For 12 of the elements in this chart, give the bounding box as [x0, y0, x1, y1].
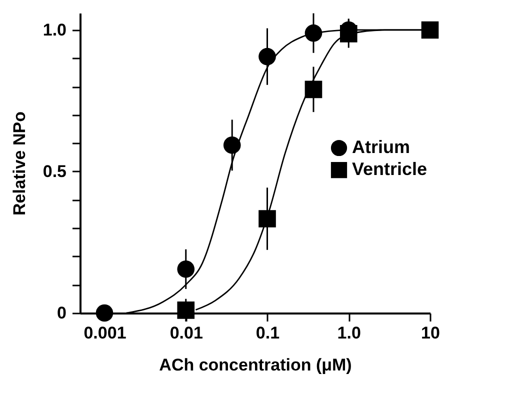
y-axis-title: Relative NPo [10, 112, 29, 216]
y-tick-label: 0.5 [42, 162, 66, 181]
x-axis-title: ACh concentration (μM) [159, 356, 352, 374]
legend-label: Ventricle [352, 159, 428, 179]
x-tick-label: 0.001 [84, 324, 126, 342]
x-tick-label: 10 [421, 324, 440, 342]
y-tick-label: 1.0 [42, 20, 66, 40]
x-tick-label: 0.1 [256, 324, 280, 342]
legend-label: Atrium [352, 137, 410, 157]
x-tick-label: 0.01 [170, 324, 203, 342]
x-tick-label: 1.0 [337, 324, 361, 342]
y-tick-label: 0 [57, 304, 66, 322]
